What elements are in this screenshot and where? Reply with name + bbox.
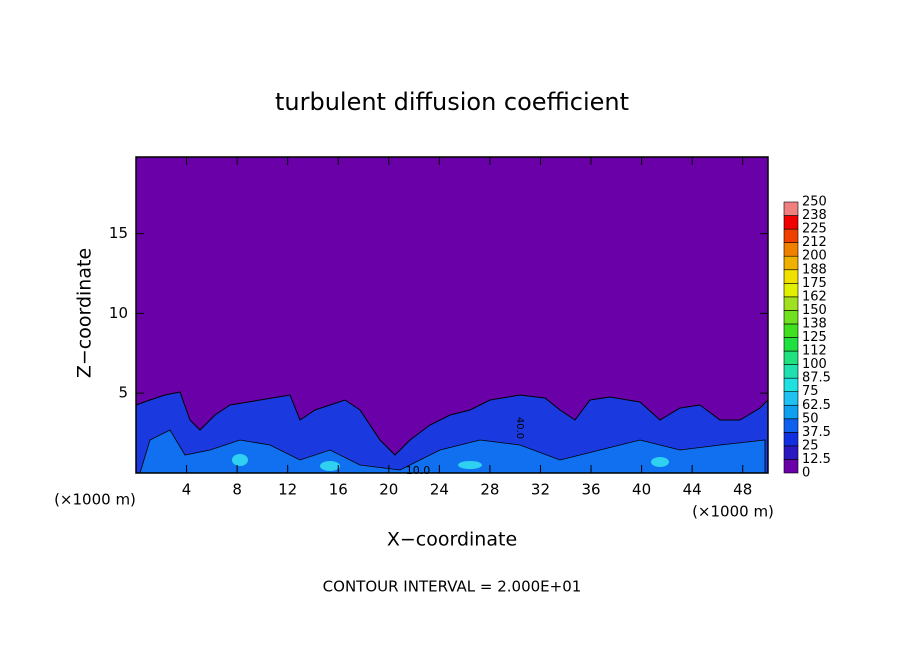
- colorbar-label: 200: [802, 249, 827, 264]
- colorbar-swatch: [783, 459, 799, 474]
- field: [135, 157, 769, 474]
- field-patch: [651, 457, 669, 467]
- colorbar-label: 37.5: [802, 425, 831, 440]
- colorbar-label: 100: [802, 357, 827, 372]
- colorbar-swatch: [783, 364, 799, 379]
- colorbar-swatch: [783, 310, 799, 325]
- colorbar-swatch: [783, 296, 799, 311]
- x-tick-label: 48: [733, 481, 752, 499]
- chart-title: turbulent diffusion coefficient: [275, 88, 629, 116]
- colorbar-swatch: [783, 404, 799, 420]
- y-axis-label: Z−coordinate: [74, 248, 96, 378]
- x-tick-label: 24: [430, 481, 449, 499]
- colorbar-swatch: [783, 323, 799, 338]
- colorbar-swatch: [783, 228, 799, 243]
- colorbar-label: 225: [802, 222, 827, 237]
- colorbar-swatch: [783, 377, 799, 392]
- contour-label: 10.0: [406, 464, 431, 477]
- x-tick-label: 16: [329, 481, 348, 499]
- x-tick-label: 32: [531, 481, 550, 499]
- y-tick-label: 10: [109, 304, 128, 322]
- colorbar-swatch: [783, 432, 799, 447]
- colorbar-label: 50: [802, 411, 819, 426]
- colorbar-label: 250: [802, 195, 827, 210]
- colorbar-label: 125: [802, 330, 827, 345]
- colorbar-label: 238: [802, 208, 827, 223]
- field-region: [139, 429, 766, 474]
- plot-frame: [135, 156, 769, 474]
- colorbar-label: 162: [802, 289, 827, 304]
- colorbar-swatch: [783, 255, 799, 271]
- x-tick-label: 36: [581, 481, 600, 499]
- field-patch: [458, 461, 482, 469]
- y-tick-label: 5: [118, 384, 128, 402]
- colorbar-label: 138: [802, 316, 827, 331]
- colorbar-swatch: [783, 242, 799, 257]
- x-tick-label: 40: [632, 481, 651, 499]
- x-axis-label: X−coordinate: [387, 529, 517, 551]
- x-tick-label: 12: [278, 481, 297, 499]
- colorbar-swatch: [783, 201, 799, 216]
- x-unit-label: (×1000 m): [54, 491, 136, 509]
- colorbar-label: 175: [802, 276, 827, 291]
- colorbar-swatch: [783, 337, 799, 352]
- colorbar-label: 87.5: [802, 371, 831, 386]
- x-tick-label: 8: [232, 481, 242, 499]
- colorbar-label: 0: [802, 466, 810, 481]
- colorbar-label: 112: [802, 344, 827, 359]
- x-tick-label: 28: [480, 481, 499, 499]
- colorbar-label: 188: [802, 262, 827, 277]
- x-unit-label: (×1000 m): [692, 503, 774, 521]
- colorbar-swatch: [783, 269, 799, 284]
- field-patch: [232, 454, 248, 466]
- colorbar-label: 150: [802, 303, 827, 318]
- colorbar-swatch: [783, 445, 799, 460]
- colorbar-label: 75: [802, 384, 819, 399]
- x-tick-label: 20: [379, 481, 398, 499]
- colorbar-swatch: [783, 215, 799, 230]
- colorbar-label: 62.5: [802, 398, 831, 413]
- colorbar-swatch: [783, 282, 799, 298]
- x-tick-label: 44: [683, 481, 702, 499]
- colorbar-label: 12.5: [802, 452, 831, 467]
- x-tick-label: 4: [182, 481, 192, 499]
- colorbar-label: 212: [802, 235, 827, 250]
- colorbar-swatch: [783, 350, 799, 365]
- colorbar-label: 25: [802, 438, 819, 453]
- colorbar-swatch: [783, 418, 799, 433]
- contour-label: 40.0: [514, 417, 525, 439]
- colorbar-swatch: [783, 391, 799, 406]
- y-tick-label: 15: [109, 224, 128, 242]
- field-patch: [320, 461, 340, 471]
- annotation: CONTOUR INTERVAL = 2.000E+01: [323, 578, 582, 596]
